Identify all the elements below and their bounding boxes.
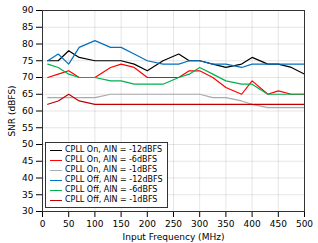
svg-text:SNR (dBFS): SNR (dBFS) bbox=[7, 85, 17, 136]
svg-text:45: 45 bbox=[22, 156, 33, 166]
svg-text:50: 50 bbox=[63, 219, 75, 229]
svg-text:200: 200 bbox=[139, 219, 156, 229]
svg-text:85: 85 bbox=[22, 22, 33, 32]
svg-text:90: 90 bbox=[22, 5, 34, 15]
svg-text:Input Frequency (MHz): Input Frequency (MHz) bbox=[123, 232, 225, 242]
svg-text:80: 80 bbox=[22, 39, 34, 49]
svg-text:150: 150 bbox=[113, 219, 130, 229]
svg-text:100: 100 bbox=[86, 219, 103, 229]
svg-text:300: 300 bbox=[191, 219, 208, 229]
svg-text:50: 50 bbox=[22, 139, 34, 149]
svg-text:30: 30 bbox=[22, 206, 34, 216]
svg-text:65: 65 bbox=[22, 89, 33, 99]
svg-text:60: 60 bbox=[22, 106, 34, 116]
html-text:CPLL Off, AIN = -1dBFS: CPLL Off, AIN = -1dBFS bbox=[65, 195, 158, 204]
svg-text:35: 35 bbox=[22, 190, 33, 200]
html-text:CPLL On, AIN = -12dBFS: CPLL On, AIN = -12dBFS bbox=[65, 145, 163, 154]
svg-text:0: 0 bbox=[40, 219, 46, 229]
svg-text:350: 350 bbox=[217, 219, 234, 229]
svg-text:250: 250 bbox=[165, 219, 182, 229]
svg-text:450: 450 bbox=[270, 219, 287, 229]
html-text:CPLL On, AIN = -1dBFS: CPLL On, AIN = -1dBFS bbox=[65, 165, 157, 174]
svg-text:40: 40 bbox=[22, 173, 34, 183]
svg-text:55: 55 bbox=[22, 123, 33, 133]
svg-text:75: 75 bbox=[22, 56, 33, 66]
html-text:CPLL Off, AIN = -12dBFS: CPLL Off, AIN = -12dBFS bbox=[65, 175, 163, 184]
svg-text:500: 500 bbox=[296, 219, 313, 229]
html-text:CPLL Off, AIN = -6dBFS: CPLL Off, AIN = -6dBFS bbox=[65, 185, 158, 194]
html-text:CPLL On, AIN = -6dBFS: CPLL On, AIN = -6dBFS bbox=[65, 155, 157, 164]
svg-text:70: 70 bbox=[22, 72, 34, 82]
svg-text:400: 400 bbox=[244, 219, 261, 229]
